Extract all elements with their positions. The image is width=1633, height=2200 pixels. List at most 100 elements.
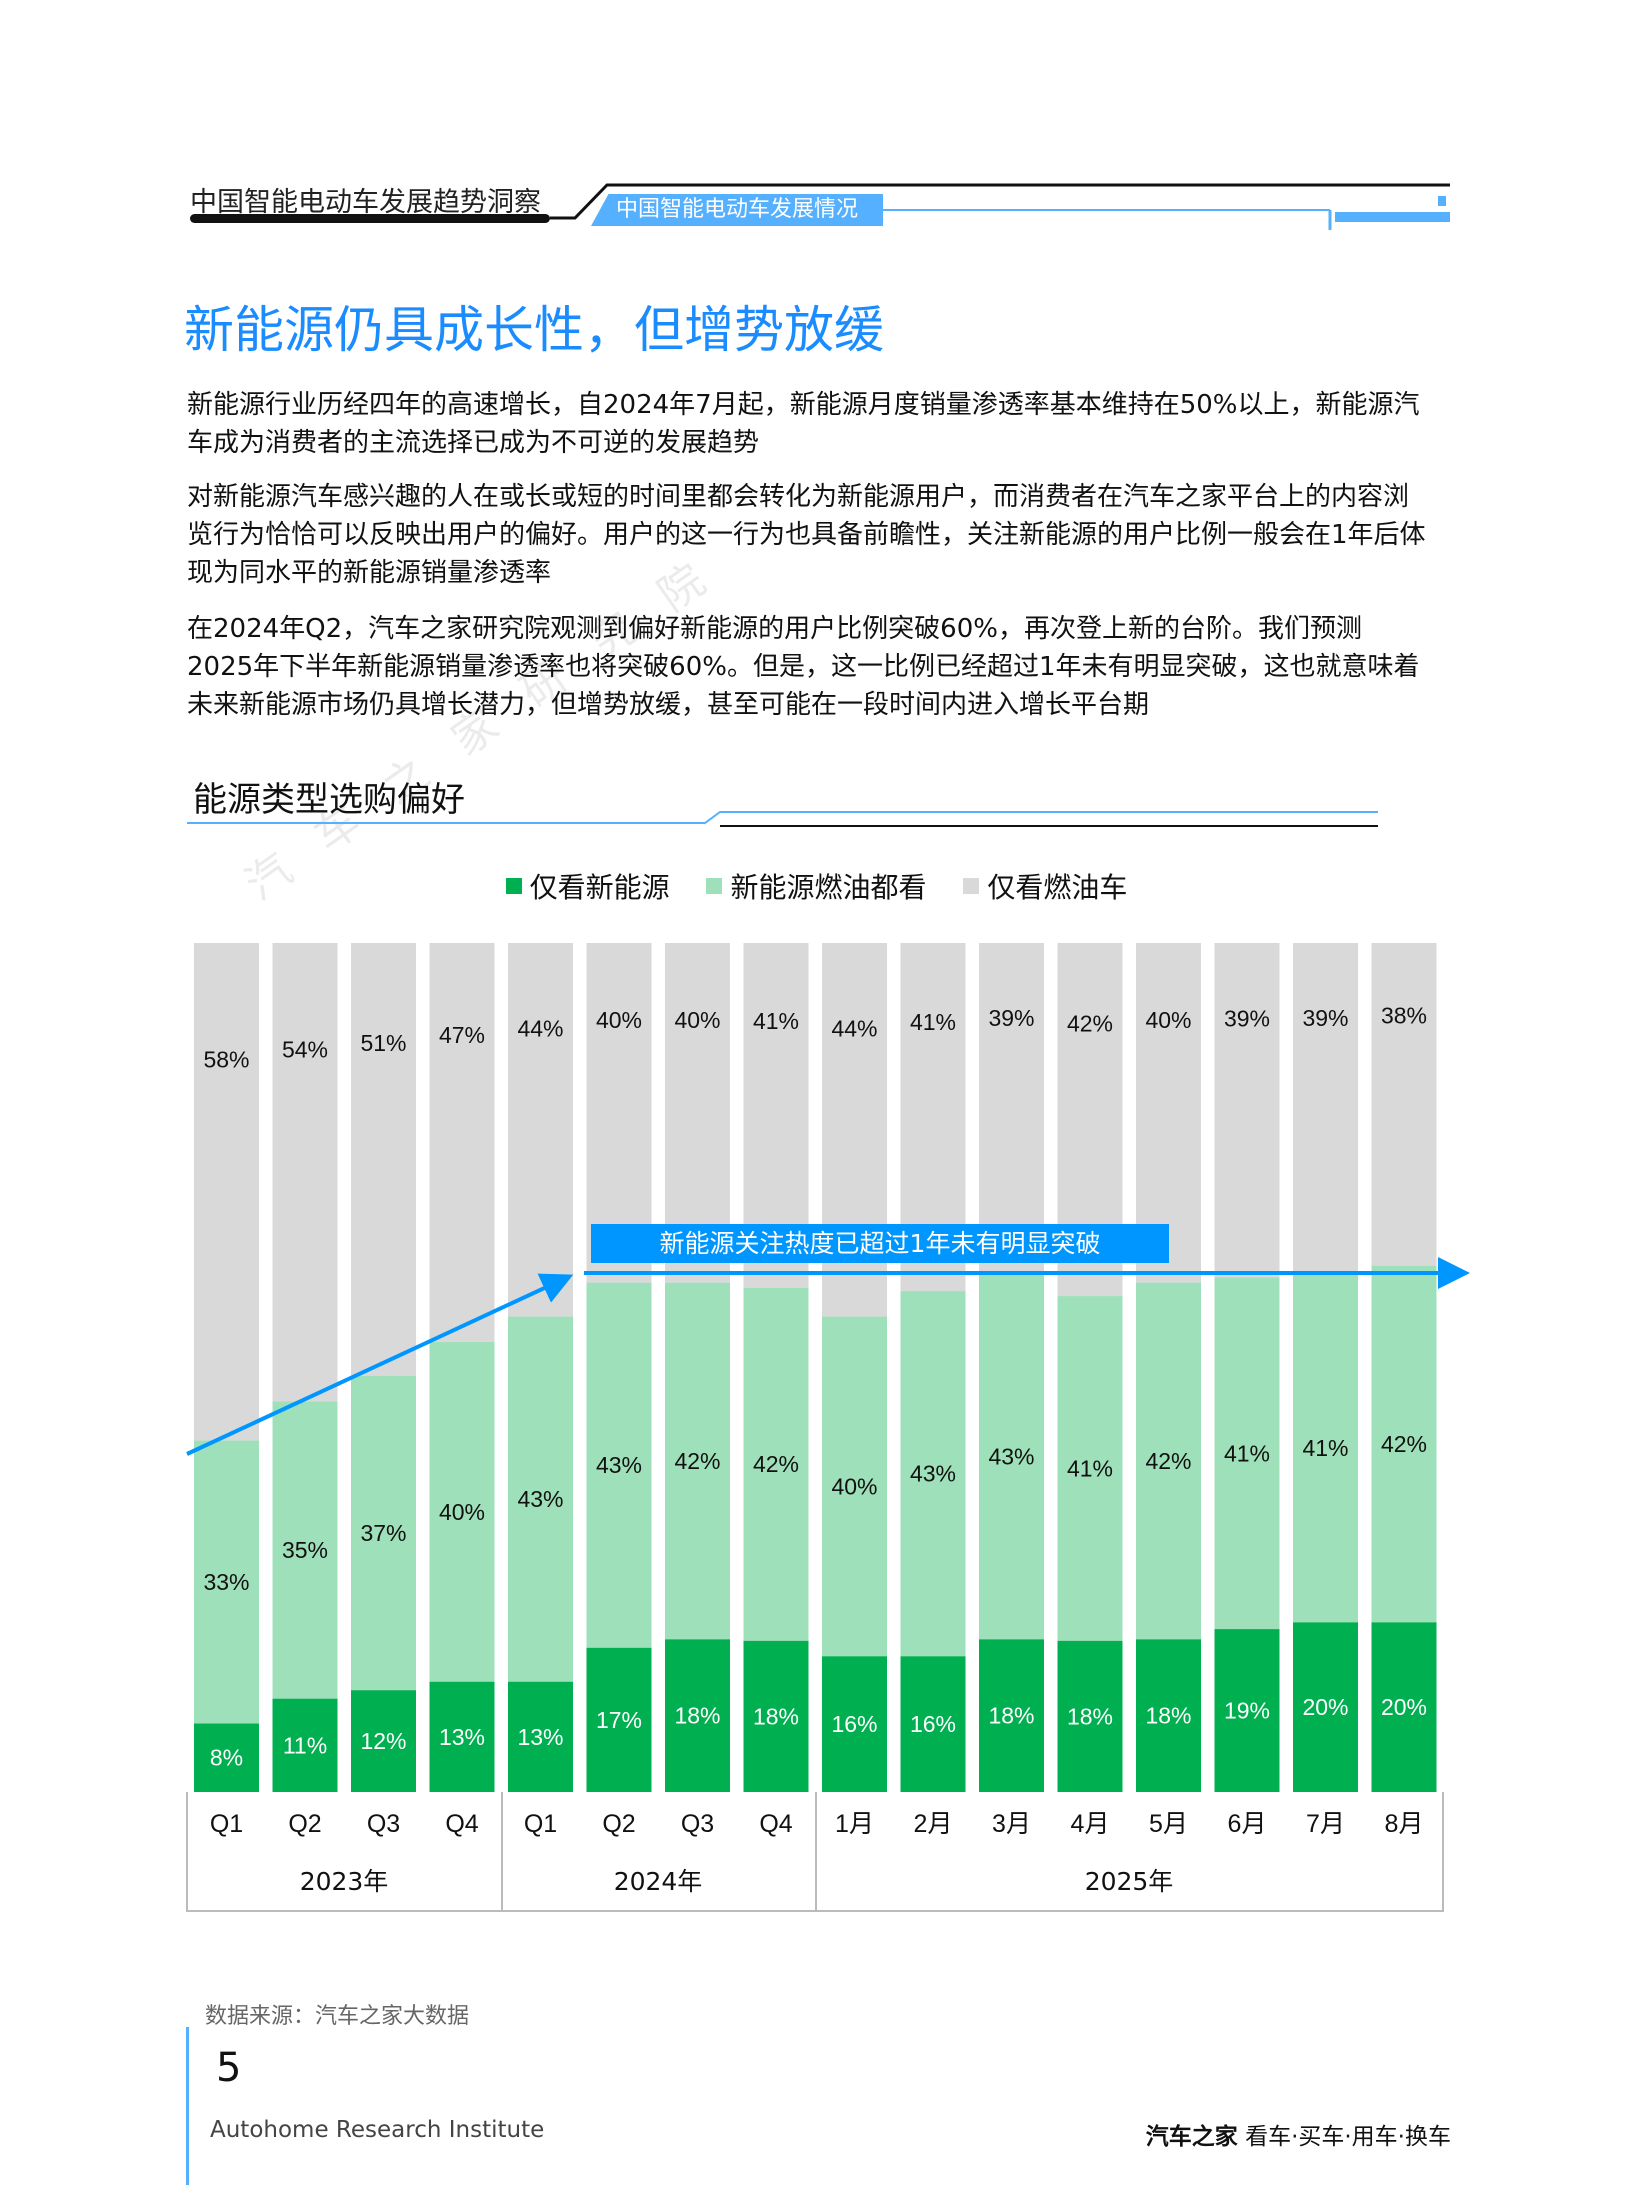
x-tick-label: 7月 <box>1306 1810 1345 1838</box>
chart-section-title: 能源类型选购偏好 <box>193 780 465 820</box>
x-tick-label: 1月 <box>835 1810 874 1838</box>
data-label: 41% <box>1224 1440 1270 1466</box>
data-label: 35% <box>282 1537 328 1563</box>
data-label: 39% <box>988 1005 1034 1031</box>
data-label: 11% <box>283 1732 327 1758</box>
bar-segment <box>508 1681 573 1792</box>
data-label: 19% <box>1224 1698 1270 1724</box>
page-number: 5 <box>216 2045 242 2091</box>
bar-segment <box>1293 1622 1358 1792</box>
data-label: 13% <box>517 1724 563 1750</box>
data-label: 39% <box>1224 1006 1270 1032</box>
paragraph-3: 在2024年Q2，汽车之家研究院观测到偏好新能源的用户比例突破60%，再次登上新… <box>187 614 1420 720</box>
data-label: 41% <box>1302 1435 1348 1461</box>
brand-name: 汽车之家 <box>1145 2124 1238 2150</box>
data-label: 44% <box>831 1015 877 1041</box>
brand-slogan: 看车·买车·用车·换车 <box>1245 2124 1451 2150</box>
group-label: 2025年 <box>1085 1867 1174 1896</box>
chart-legend: 仅看新能源 新能源燃油都看 仅看燃油车 <box>0 866 1633 906</box>
bar-segment <box>1057 1296 1123 1641</box>
data-label: 18% <box>674 1703 720 1729</box>
x-tick-label: Q4 <box>445 1810 478 1838</box>
institute-name: Autohome Research Institute <box>210 2117 545 2143</box>
bar-segment <box>1371 1265 1437 1623</box>
x-tick-label: 3月 <box>992 1810 1031 1838</box>
x-tick-label: 4月 <box>1071 1810 1110 1838</box>
data-label: 43% <box>910 1461 956 1487</box>
bar-segment <box>900 1656 966 1792</box>
bar-segment <box>272 943 338 1402</box>
report-title: 中国智能电动车发展趋势洞察 <box>190 187 541 218</box>
data-label: 40% <box>596 1007 642 1033</box>
bar-segment <box>665 1639 730 1792</box>
x-tick-label: 5月 <box>1149 1810 1188 1838</box>
header-decoration <box>550 183 1450 230</box>
brand-logo: 汽车之家 看车·买车·用车·换车 <box>1146 2117 1451 2151</box>
bar-segment <box>1214 943 1280 1278</box>
page-title: 新能源仍具成长性，但增势放缓 <box>184 301 884 359</box>
legend-label: 新能源燃油都看 <box>730 871 927 904</box>
legend-item: 仅看燃油车 <box>963 866 1127 906</box>
data-label: 42% <box>1067 1010 1113 1036</box>
bar-segment <box>743 1287 809 1641</box>
x-tick-label: Q1 <box>524 1810 557 1838</box>
x-tick-label: Q2 <box>602 1810 635 1838</box>
legend-label: 仅看燃油车 <box>987 871 1128 904</box>
bar-segment <box>194 943 259 1441</box>
data-label: 51% <box>360 1030 406 1056</box>
x-tick-label: 8月 <box>1385 1810 1424 1838</box>
data-label: 43% <box>988 1444 1034 1470</box>
data-label: 8% <box>210 1745 243 1771</box>
bar-segment <box>351 1375 416 1691</box>
paragraph-2: 对新能源汽车感兴趣的人在或长或短的时间里都会转化为新能源用户，而消费者在汽车之家… <box>187 482 1426 588</box>
data-label: 40% <box>831 1473 877 1499</box>
bar-segment <box>429 1681 495 1792</box>
legend-swatch <box>963 878 980 894</box>
data-label: 41% <box>910 1009 956 1035</box>
bar-segment <box>194 1440 259 1724</box>
data-label: 16% <box>910 1711 956 1737</box>
data-label: 12% <box>360 1728 406 1754</box>
bar-segment <box>1057 1640 1123 1792</box>
data-label: 43% <box>517 1486 563 1512</box>
data-label: 39% <box>1302 1005 1348 1031</box>
bar-segment <box>1293 1274 1358 1623</box>
bar-segment <box>351 943 416 1376</box>
data-label: 42% <box>1381 1431 1427 1457</box>
group-label: 2024年 <box>614 1867 703 1896</box>
data-label: 47% <box>439 1022 485 1048</box>
section-tab: 中国智能电动车发展情况 <box>591 194 883 226</box>
x-tick-label: Q4 <box>759 1810 792 1838</box>
data-label: 37% <box>360 1520 406 1546</box>
bar-segment <box>822 1656 887 1792</box>
bar-segment <box>1136 1282 1201 1640</box>
data-label: 18% <box>988 1703 1034 1729</box>
data-label: 42% <box>674 1448 720 1474</box>
x-tick-label: Q3 <box>367 1810 400 1838</box>
paragraph-1: 新能源行业历经四年的高速增长，自2024年7月起，新能源月度销量渗透率基本维持在… <box>187 390 1420 458</box>
bar-segment <box>822 1316 887 1657</box>
bar-segment <box>979 1274 1044 1640</box>
bar-segment <box>508 943 573 1317</box>
x-tick-label: 2月 <box>914 1810 953 1838</box>
data-label: 16% <box>831 1711 877 1737</box>
data-label: 54% <box>282 1037 328 1063</box>
bar-segment <box>743 1640 809 1792</box>
legend-item: 仅看新能源 <box>505 866 670 906</box>
bar-segment <box>979 943 1044 1275</box>
bar-segment <box>194 1723 259 1792</box>
legend-swatch <box>505 878 522 894</box>
bar-segment <box>665 1282 730 1640</box>
bar-segment <box>979 1639 1044 1792</box>
annotation-box <box>591 1224 1169 1263</box>
x-tick-label: Q3 <box>681 1810 714 1838</box>
bar-segment <box>429 943 495 1343</box>
data-label: 40% <box>674 1007 720 1033</box>
legend-label: 仅看新能源 <box>529 871 670 904</box>
data-label: 33% <box>203 1569 249 1595</box>
data-label: 18% <box>1067 1703 1113 1729</box>
x-tick-label: Q2 <box>288 1810 321 1838</box>
data-label: 40% <box>1145 1007 1191 1033</box>
data-label: 38% <box>1381 1003 1427 1029</box>
data-label: 18% <box>1145 1703 1191 1729</box>
